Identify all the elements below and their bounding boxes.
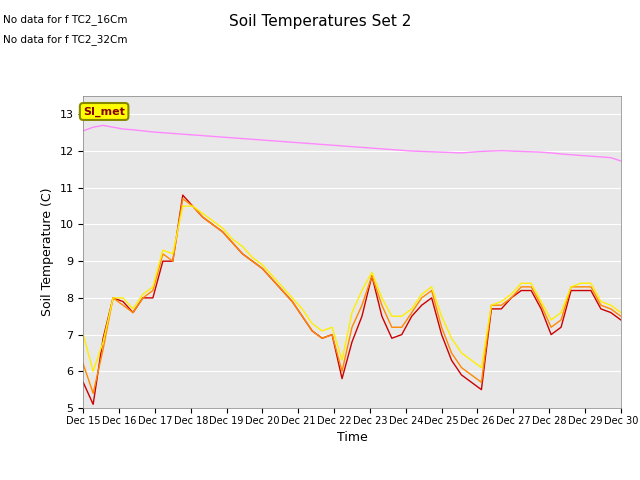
Text: SI_met: SI_met — [83, 107, 125, 117]
Text: Soil Temperatures Set 2: Soil Temperatures Set 2 — [229, 14, 411, 29]
Text: No data for f TC2_32Cm: No data for f TC2_32Cm — [3, 34, 128, 45]
Text: No data for f TC2_16Cm: No data for f TC2_16Cm — [3, 14, 128, 25]
X-axis label: Time: Time — [337, 431, 367, 444]
Y-axis label: Soil Temperature (C): Soil Temperature (C) — [41, 188, 54, 316]
